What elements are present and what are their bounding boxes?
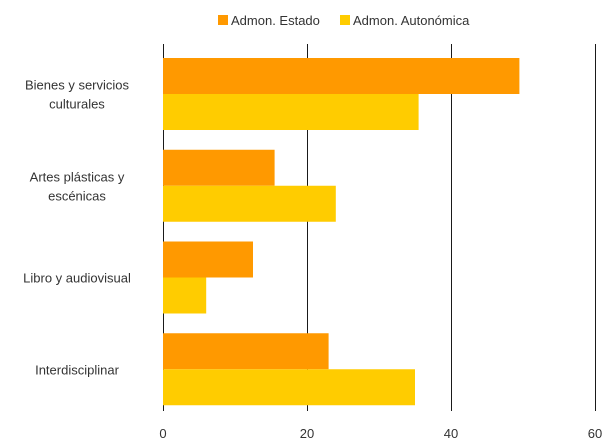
bar-estado-1 (163, 149, 275, 186)
bar-autonomica-0 (163, 94, 419, 130)
bar-estado-2 (163, 241, 253, 278)
legend-label-admon-estado: Admon. Estado (231, 13, 320, 28)
category-label-2: Libro y audiovisual (23, 271, 131, 286)
tick-label-20: 20 (300, 426, 314, 441)
bar-autonomica-1 (163, 185, 336, 222)
category-label-0: Bienes y servicios culturales (25, 78, 130, 112)
bars (163, 58, 520, 406)
legend: Admon. Estado Admon. Autonómica (218, 13, 470, 28)
tick-label-0: 0 (159, 426, 166, 441)
bar-autonomica-3 (163, 369, 415, 406)
bar-estado-0 (163, 58, 520, 94)
legend-swatch-admon-estado (218, 15, 228, 25)
category-label-1: Artes plásticas y escénicas (30, 169, 125, 203)
bar-autonomica-2 (163, 277, 207, 314)
legend-label-admon-autonomica: Admon. Autonómica (353, 13, 470, 28)
bar-estado-3 (163, 333, 329, 370)
legend-swatch-admon-autonomica (340, 15, 350, 25)
category-labels: Bienes y servicios culturales Artes plásti… (23, 78, 131, 378)
x-axis-tick-labels: 0 20 40 60 (159, 426, 602, 441)
tick-label-60: 60 (588, 426, 602, 441)
category-label-3: Interdisciplinar (35, 362, 119, 377)
tick-label-40: 40 (444, 426, 458, 441)
